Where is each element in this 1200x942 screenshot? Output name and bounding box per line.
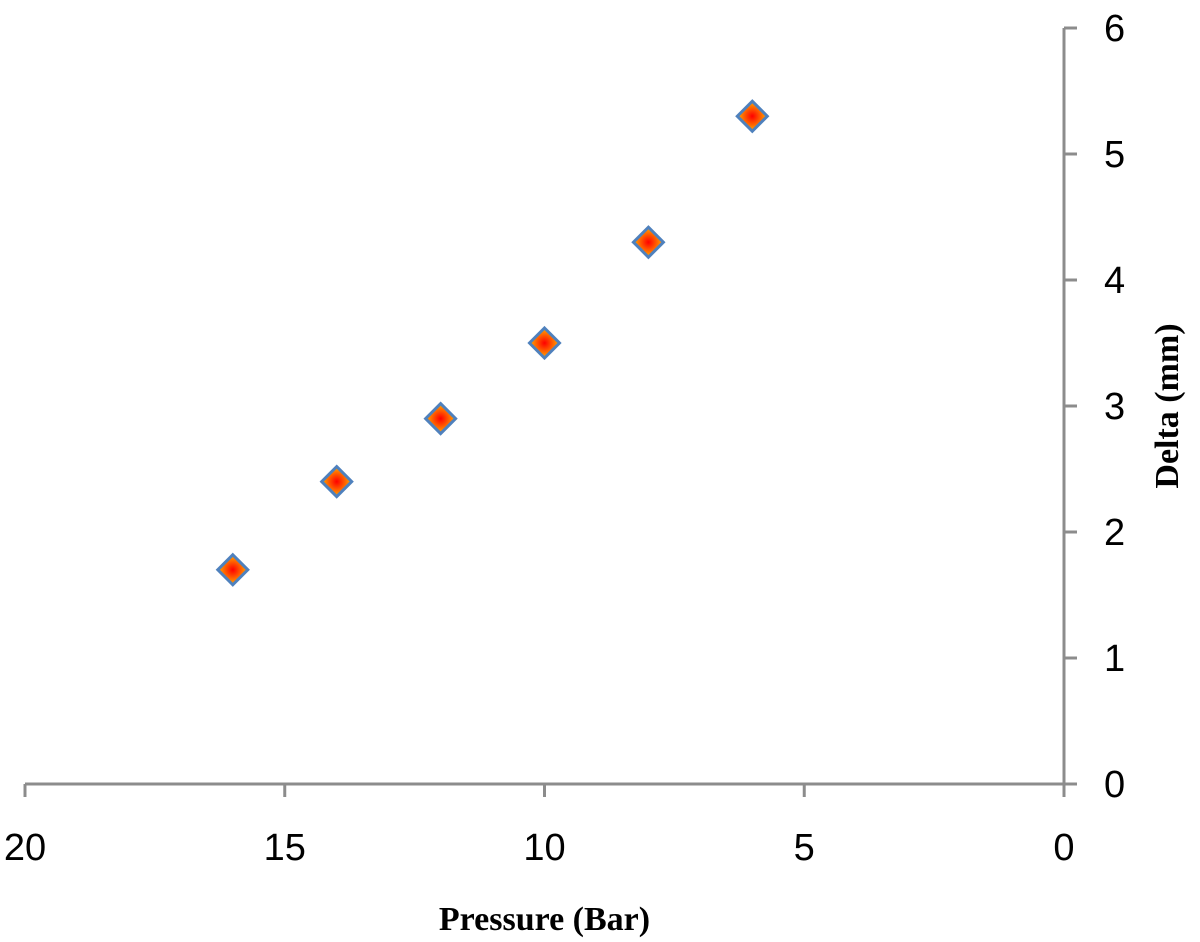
data-point	[527, 325, 562, 361]
x-ticks-group: 20 15 10 5 0	[4, 784, 1075, 869]
x-tick-label: 5	[794, 827, 815, 869]
y-ticks-group: 0 1 2 3 4 5 6	[1064, 8, 1125, 806]
data-point	[631, 225, 666, 260]
y-tick-label: 2	[1104, 512, 1125, 554]
x-tick-label: 0	[1053, 827, 1074, 869]
y-tick-label: 3	[1104, 386, 1125, 428]
x-tick-label: 15	[264, 827, 306, 869]
data-point	[319, 464, 354, 499]
y-tick-label: 6	[1104, 8, 1125, 50]
data-point	[215, 552, 250, 587]
data-points-group	[215, 99, 770, 587]
data-point	[735, 99, 770, 134]
y-tick-label: 0	[1104, 764, 1125, 806]
x-axis-title: Pressure (Bar)	[439, 901, 650, 938]
data-point	[423, 401, 458, 436]
y-axis-title: Delta (mm)	[1149, 323, 1186, 488]
axes-group	[25, 28, 1066, 786]
y-tick-label: 1	[1104, 638, 1125, 680]
y-tick-label: 4	[1104, 260, 1125, 302]
y-tick-label: 5	[1104, 134, 1125, 176]
x-tick-label: 10	[523, 827, 565, 869]
x-tick-label: 20	[4, 827, 46, 869]
